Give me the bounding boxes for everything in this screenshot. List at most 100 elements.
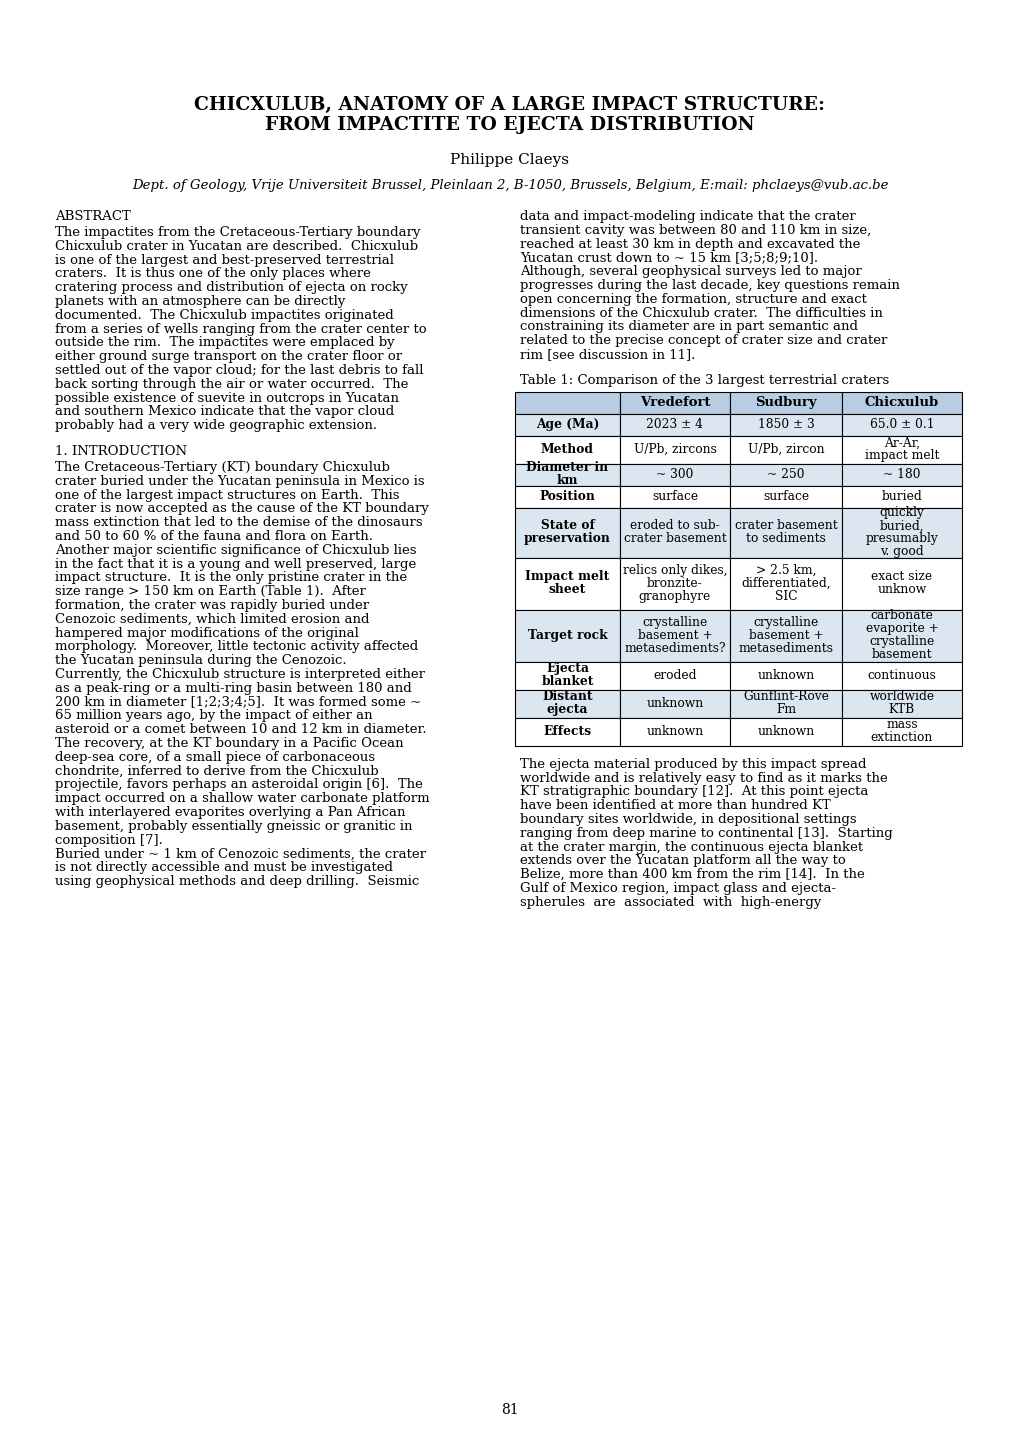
Text: Dept. of Geology, Vrije Universiteit Brussel, Pleinlaan 2, B-1050, Brussels, Bel: Dept. of Geology, Vrije Universiteit Bru… bbox=[131, 179, 888, 192]
Text: KT stratigraphic boundary [12].  At this point ejecta: KT stratigraphic boundary [12]. At this … bbox=[520, 786, 867, 799]
Bar bbox=[620, 662, 730, 689]
Text: Ejecta: Ejecta bbox=[545, 662, 588, 675]
Text: 2023 ± 4: 2023 ± 4 bbox=[646, 418, 703, 431]
Text: impact melt: impact melt bbox=[864, 450, 938, 463]
Bar bbox=[620, 610, 730, 662]
Text: crystalline: crystalline bbox=[753, 616, 818, 629]
Bar bbox=[841, 508, 961, 558]
Bar bbox=[515, 718, 620, 746]
Text: Vredefort: Vredefort bbox=[639, 397, 709, 410]
Text: with interlayered evaporites overlying a Pan African: with interlayered evaporites overlying a… bbox=[55, 806, 406, 819]
Text: planets with an atmosphere can be directly: planets with an atmosphere can be direct… bbox=[55, 296, 345, 309]
Text: basement +: basement + bbox=[748, 629, 822, 642]
Bar bbox=[730, 662, 841, 689]
Text: Although, several geophysical surveys led to major: Although, several geophysical surveys le… bbox=[520, 265, 861, 278]
Text: ~ 250: ~ 250 bbox=[766, 467, 804, 480]
Text: in the fact that it is a young and well preserved, large: in the fact that it is a young and well … bbox=[55, 558, 416, 571]
Bar bbox=[841, 558, 961, 610]
Bar bbox=[841, 610, 961, 662]
Text: presumably: presumably bbox=[865, 532, 937, 545]
Text: Table 1: Comparison of the 3 largest terrestrial craters: Table 1: Comparison of the 3 largest ter… bbox=[520, 373, 889, 386]
Text: Belize, more than 400 km from the rim [14].  In the: Belize, more than 400 km from the rim [1… bbox=[520, 868, 864, 881]
Text: ~ 180: ~ 180 bbox=[882, 467, 920, 480]
Text: Chicxulub crater in Yucatan are described.  Chicxulub: Chicxulub crater in Yucatan are describe… bbox=[55, 239, 418, 252]
Text: CHICXULUB, ANATOMY OF A LARGE IMPACT STRUCTURE:: CHICXULUB, ANATOMY OF A LARGE IMPACT STR… bbox=[195, 97, 824, 114]
Text: settled out of the vapor cloud; for the last debris to fall: settled out of the vapor cloud; for the … bbox=[55, 363, 423, 376]
Text: The ejecta material produced by this impact spread: The ejecta material produced by this imp… bbox=[520, 758, 866, 771]
Text: SIC: SIC bbox=[774, 590, 797, 603]
Text: crater buried under the Yucatan peninsula in Mexico is: crater buried under the Yucatan peninsul… bbox=[55, 474, 424, 487]
Text: 1. INTRODUCTION: 1. INTRODUCTION bbox=[55, 446, 186, 459]
Text: to sediments: to sediments bbox=[745, 532, 825, 545]
Text: Method: Method bbox=[540, 443, 593, 456]
Text: Buried under ~ 1 km of Cenozoic sediments, the crater: Buried under ~ 1 km of Cenozoic sediment… bbox=[55, 848, 426, 861]
Bar bbox=[841, 662, 961, 689]
Text: exact size: exact size bbox=[870, 570, 931, 584]
Text: is not directly accessible and must be investigated: is not directly accessible and must be i… bbox=[55, 861, 392, 874]
Text: hampered major modifications of the original: hampered major modifications of the orig… bbox=[55, 627, 359, 640]
Text: ~ 300: ~ 300 bbox=[655, 467, 693, 480]
Bar bbox=[515, 610, 620, 662]
Bar bbox=[730, 718, 841, 746]
Text: cratering process and distribution of ejecta on rocky: cratering process and distribution of ej… bbox=[55, 281, 408, 294]
Text: Fm: Fm bbox=[775, 704, 795, 717]
Text: 65 million years ago, by the impact of either an: 65 million years ago, by the impact of e… bbox=[55, 709, 372, 722]
Bar bbox=[620, 508, 730, 558]
Text: The impactites from the Cretaceous-Tertiary boundary: The impactites from the Cretaceous-Terti… bbox=[55, 226, 420, 239]
Bar bbox=[620, 486, 730, 508]
Bar bbox=[841, 486, 961, 508]
Text: progresses during the last decade, key questions remain: progresses during the last decade, key q… bbox=[520, 278, 899, 291]
Text: Diameter in: Diameter in bbox=[526, 461, 608, 474]
Text: evaporite +: evaporite + bbox=[865, 623, 937, 636]
Text: Yucatan crust down to ~ 15 km [3;5;8;9;10].: Yucatan crust down to ~ 15 km [3;5;8;9;1… bbox=[520, 251, 817, 264]
Text: related to the precise concept of crater size and crater: related to the precise concept of crater… bbox=[520, 335, 887, 348]
Bar bbox=[841, 392, 961, 414]
Bar bbox=[730, 435, 841, 464]
Bar bbox=[730, 689, 841, 718]
Text: Position: Position bbox=[539, 490, 595, 503]
Text: Currently, the Chicxulub structure is interpreted either: Currently, the Chicxulub structure is in… bbox=[55, 668, 425, 681]
Text: one of the largest impact structures on Earth.  This: one of the largest impact structures on … bbox=[55, 489, 399, 502]
Text: ranging from deep marine to continental [13].  Starting: ranging from deep marine to continental … bbox=[520, 826, 892, 839]
Text: have been identified at more than hundred KT: have been identified at more than hundre… bbox=[520, 799, 829, 812]
Text: Cenozoic sediments, which limited erosion and: Cenozoic sediments, which limited erosio… bbox=[55, 613, 369, 626]
Text: buried: buried bbox=[880, 490, 921, 503]
Text: sheet: sheet bbox=[548, 584, 586, 597]
Text: back sorting through the air or water occurred.  The: back sorting through the air or water oc… bbox=[55, 378, 408, 391]
Bar bbox=[730, 486, 841, 508]
Text: unknown: unknown bbox=[757, 725, 814, 738]
Text: chondrite, inferred to derive from the Chicxulub: chondrite, inferred to derive from the C… bbox=[55, 764, 378, 777]
Text: impact occurred on a shallow water carbonate platform: impact occurred on a shallow water carbo… bbox=[55, 792, 429, 805]
Bar bbox=[515, 662, 620, 689]
Bar bbox=[620, 435, 730, 464]
Text: carbonate: carbonate bbox=[869, 610, 932, 623]
Text: morphology.  Moreover, little tectonic activity affected: morphology. Moreover, little tectonic ac… bbox=[55, 640, 418, 653]
Text: the Yucatan peninsula during the Cenozoic.: the Yucatan peninsula during the Cenozoi… bbox=[55, 655, 346, 668]
Bar bbox=[515, 558, 620, 610]
Bar bbox=[620, 414, 730, 435]
Text: reached at least 30 km in depth and excavated the: reached at least 30 km in depth and exca… bbox=[520, 238, 860, 251]
Bar bbox=[841, 689, 961, 718]
Text: spherules  are  associated  with  high-energy: spherules are associated with high-energ… bbox=[520, 895, 820, 908]
Text: buried,: buried, bbox=[878, 519, 923, 532]
Text: impact structure.  It is the only pristine crater in the: impact structure. It is the only pristin… bbox=[55, 571, 407, 584]
Text: 200 km in diameter [1;2;3;4;5].  It was formed some ~: 200 km in diameter [1;2;3;4;5]. It was f… bbox=[55, 695, 421, 708]
Text: asteroid or a comet between 10 and 12 km in diameter.: asteroid or a comet between 10 and 12 km… bbox=[55, 724, 426, 737]
Bar bbox=[515, 486, 620, 508]
Text: size range > 150 km on Earth (Table 1).  After: size range > 150 km on Earth (Table 1). … bbox=[55, 585, 366, 598]
Bar bbox=[515, 392, 620, 414]
Text: The recovery, at the KT boundary in a Pacific Ocean: The recovery, at the KT boundary in a Pa… bbox=[55, 737, 404, 750]
Text: State of: State of bbox=[540, 519, 594, 532]
Text: unknow: unknow bbox=[876, 584, 925, 597]
Text: probably had a very wide geographic extension.: probably had a very wide geographic exte… bbox=[55, 420, 377, 433]
Text: Effects: Effects bbox=[543, 725, 591, 738]
Text: as a peak-ring or a multi-ring basin between 180 and: as a peak-ring or a multi-ring basin bet… bbox=[55, 682, 412, 695]
Text: deep-sea core, of a small piece of carbonaceous: deep-sea core, of a small piece of carbo… bbox=[55, 751, 375, 764]
Text: bronzite-: bronzite- bbox=[646, 577, 702, 590]
Bar bbox=[730, 414, 841, 435]
Bar bbox=[515, 435, 620, 464]
Text: composition [7].: composition [7]. bbox=[55, 833, 163, 846]
Text: ABSTRACT: ABSTRACT bbox=[55, 211, 130, 224]
Text: quickly: quickly bbox=[878, 506, 923, 519]
Text: blanket: blanket bbox=[541, 675, 593, 688]
